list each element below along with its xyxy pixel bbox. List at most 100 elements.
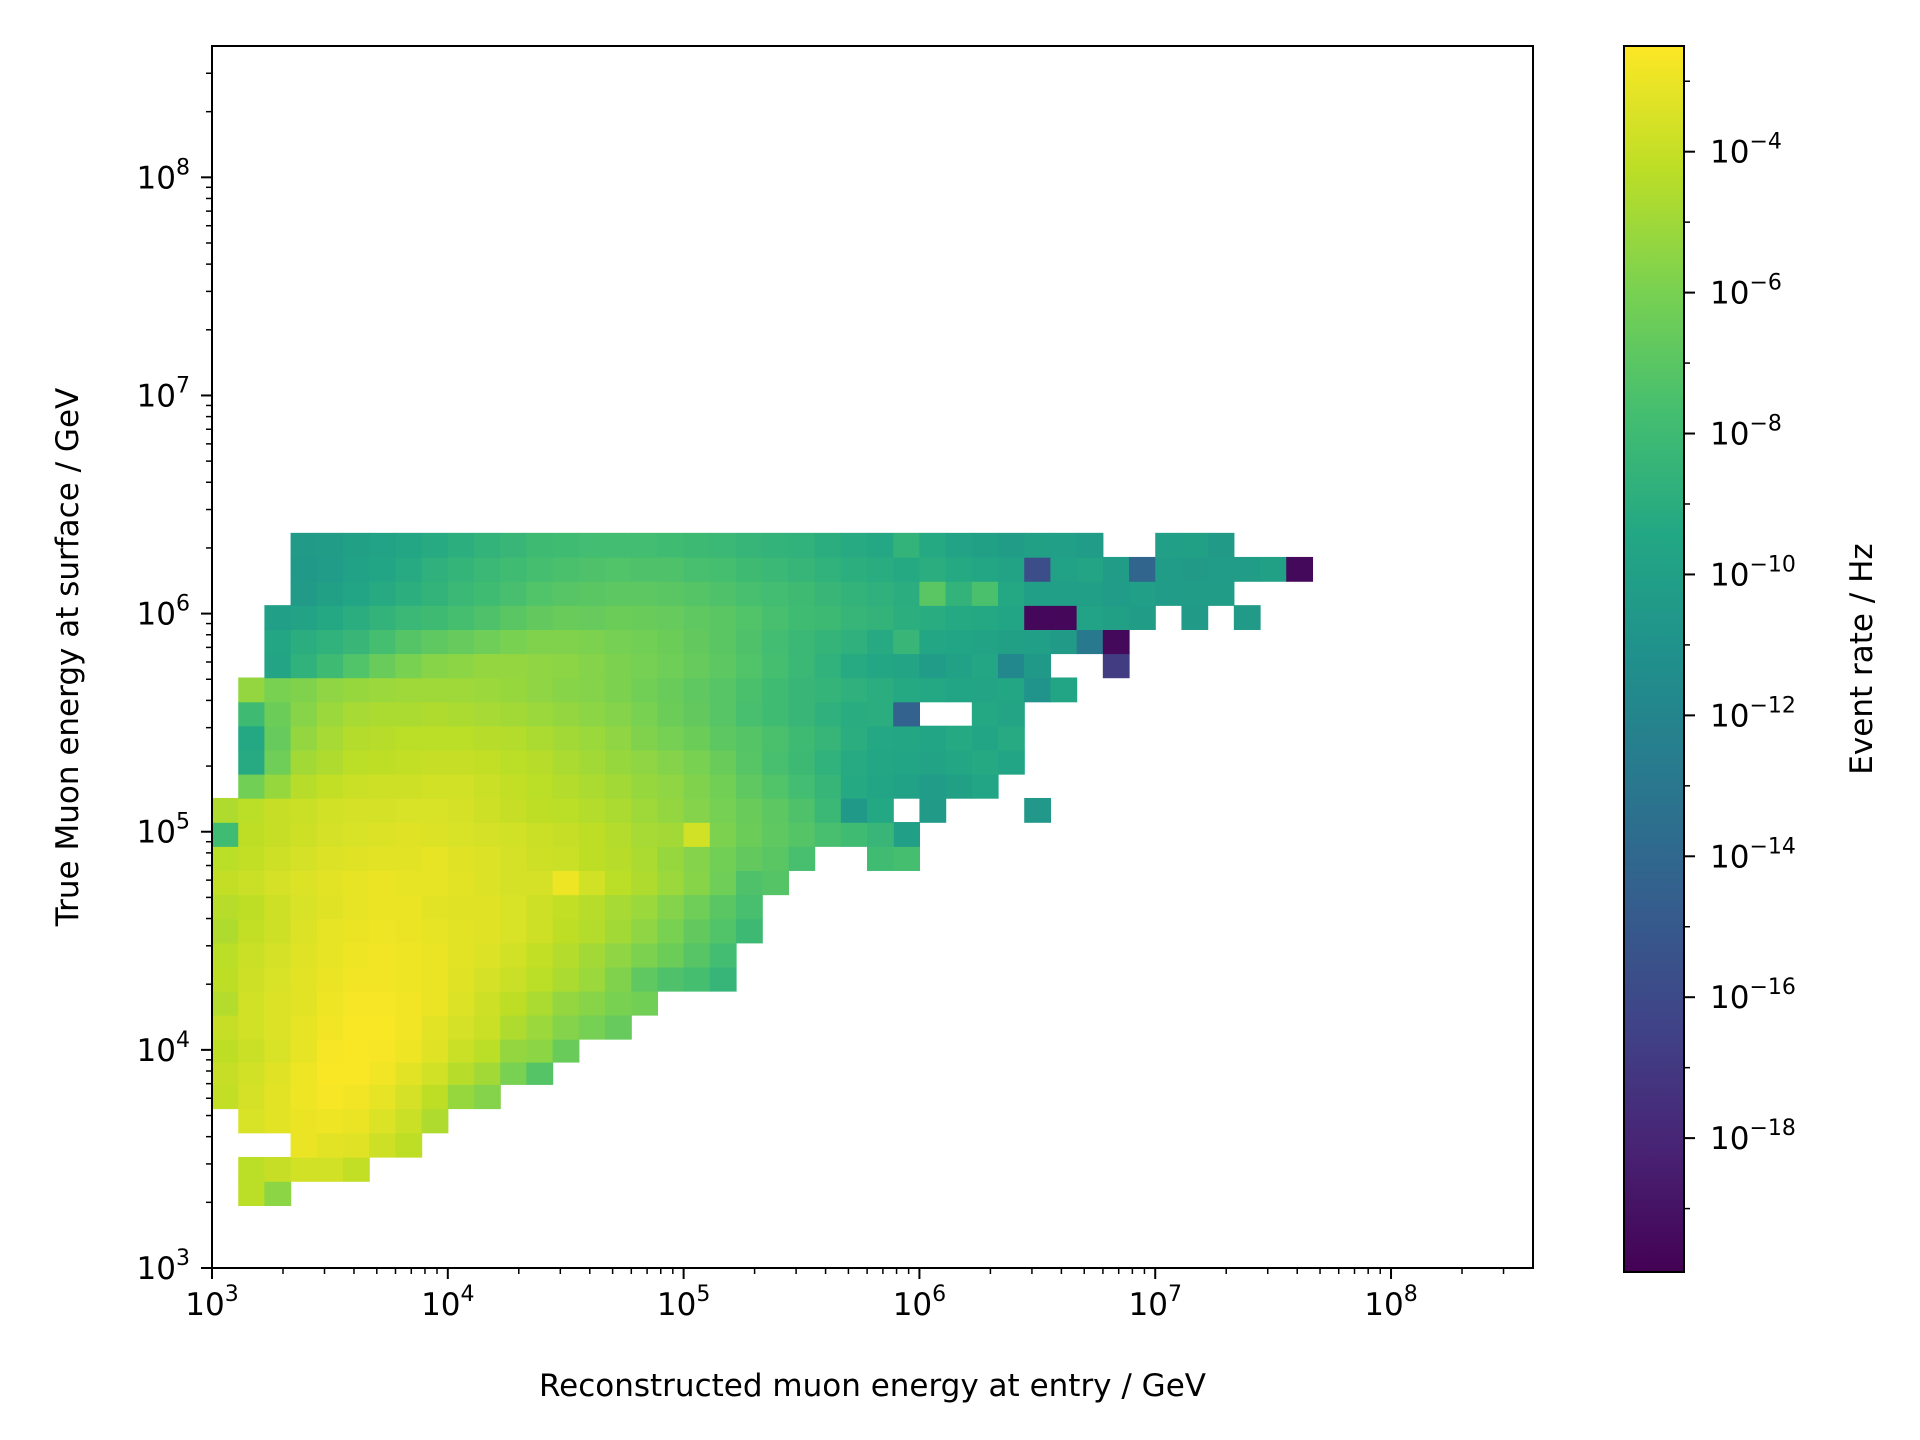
y-tick-label: 107: [137, 373, 190, 414]
heatmap-cell: [605, 918, 632, 944]
heatmap-cell: [526, 990, 554, 1016]
heatmap-cell: [369, 990, 397, 1016]
heatmap-cell: [447, 701, 475, 727]
heatmap-cell: [369, 966, 397, 992]
heatmap-cell: [657, 870, 685, 896]
heatmap-cell: [788, 605, 816, 630]
heatmap-cell: [290, 677, 318, 703]
heatmap-cell: [316, 629, 344, 655]
heatmap-cell: [421, 918, 449, 944]
heatmap-cell: [342, 1084, 370, 1110]
heatmap-cell: [526, 749, 554, 775]
heatmap-cell: [552, 629, 580, 655]
heatmap-cell: [421, 532, 449, 558]
heatmap-cell: [709, 629, 737, 655]
heatmap-cell: [578, 894, 606, 920]
heatmap-cell: [395, 870, 423, 896]
heatmap-cell: [945, 629, 973, 655]
heatmap-cell: [395, 556, 423, 582]
heatmap-cell: [762, 605, 790, 630]
heatmap-cell: [395, 749, 423, 775]
heatmap-cell: [290, 1108, 318, 1134]
heatmap-cell: [762, 701, 790, 727]
heatmap-cell: [342, 822, 370, 847]
heatmap-cell: [1286, 556, 1314, 582]
heatmap-cell: [1076, 605, 1104, 630]
heatmap-cell: [683, 894, 711, 920]
heatmap-cell: [788, 556, 816, 582]
heatmap-cell: [578, 605, 606, 630]
heatmap-cell: [867, 581, 894, 606]
heatmap-cell: [683, 773, 711, 799]
heatmap-cell: [474, 942, 501, 968]
heatmap-cell: [709, 556, 737, 582]
heatmap-cell: [369, 629, 397, 655]
heatmap-cell: [369, 773, 397, 799]
heatmap-cell: [290, 1014, 318, 1040]
heatmap-cell: [657, 942, 685, 968]
x-tick-label: 107: [1128, 1282, 1181, 1323]
heatmap-cell: [919, 556, 947, 582]
heatmap-cell: [421, 846, 449, 871]
colorbar-tick-label: 10−14: [1710, 834, 1796, 875]
heatmap-cell: [998, 701, 1025, 727]
heatmap-cell: [447, 556, 475, 582]
heatmap-cell: [395, 966, 423, 992]
heatmap-cell: [474, 653, 501, 679]
heatmap-cell: [316, 749, 344, 775]
heatmap-cell: [683, 966, 711, 992]
heatmap-cell: [238, 846, 266, 871]
heatmap-cell: [788, 725, 816, 751]
heatmap-cell: [369, 556, 397, 582]
colorbar-tick-label: 10−4: [1710, 130, 1782, 171]
heatmap-cell: [474, 1084, 501, 1110]
heatmap-cell: [840, 629, 868, 655]
heatmap-cell: [1155, 581, 1183, 606]
heatmap-cell: [709, 653, 737, 679]
heatmap-cell: [552, 894, 580, 920]
heatmap-cell: [709, 894, 737, 920]
heatmap-cell: [657, 797, 685, 823]
heatmap-cell: [814, 629, 842, 655]
x-tick-label: 105: [657, 1282, 710, 1323]
heatmap-cell: [657, 966, 685, 992]
heatmap-cell: [290, 605, 318, 630]
heatmap-cell: [893, 701, 921, 727]
heatmap-cell: [421, 581, 449, 606]
heatmap-cell: [342, 773, 370, 799]
heatmap-cell: [238, 966, 266, 992]
heatmap-cell: [657, 532, 685, 558]
heatmap-cell: [264, 725, 292, 751]
heatmap-cell: [867, 822, 894, 847]
heatmap-cell: [212, 822, 239, 847]
heatmap-cell: [788, 846, 816, 871]
heatmap-cell: [474, 870, 501, 896]
heatmap-cell: [1155, 532, 1183, 558]
heatmap-cell: [500, 701, 528, 727]
heatmap-cell: [238, 1060, 266, 1085]
heatmap-cell: [500, 822, 528, 847]
heatmap-cell: [212, 966, 239, 992]
heatmap-cell: [421, 966, 449, 992]
heatmap-cell: [631, 556, 659, 582]
colorbar: [1623, 45, 1685, 1273]
x-tick-label: 103: [185, 1282, 238, 1323]
heatmap-cell: [369, 605, 397, 630]
heatmap-cell: [500, 629, 528, 655]
heatmap-cell: [474, 581, 501, 606]
heatmap-cell: [657, 677, 685, 703]
heatmap-cell: [736, 797, 763, 823]
heatmap-cell: [421, 725, 449, 751]
heatmap-cell: [421, 990, 449, 1016]
heatmap-cell: [290, 556, 318, 582]
heatmap-cell: [578, 725, 606, 751]
colorbar-axis: 10−4 10−6 10−8 10−10 10−12 10−14 10−16 10−18: [1684, 80, 1796, 1210]
heatmap-cell: [474, 701, 501, 727]
heatmap-cell: [290, 1060, 318, 1085]
heatmap-cell: [474, 990, 501, 1016]
heatmap-cell: [395, 725, 423, 751]
heatmap-cell: [552, 701, 580, 727]
heatmap-cell: [840, 653, 868, 679]
heatmap-cell: [1050, 629, 1078, 655]
heatmap-cell: [447, 773, 475, 799]
